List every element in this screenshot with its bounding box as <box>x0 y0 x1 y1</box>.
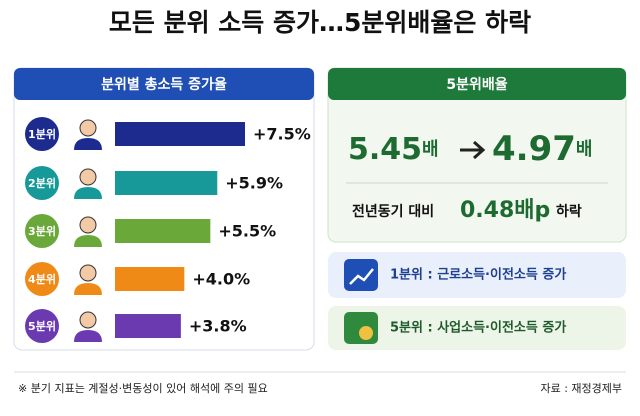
title: 모든 분위 소득 증가…5분위배율은 하락 <box>109 8 531 37</box>
ratio-after: 4.97배 <box>492 129 592 169</box>
ratio-before: 5.45배 <box>348 132 439 167</box>
badge <box>25 166 59 200</box>
ratio-before-value: 5.45 <box>348 132 422 167</box>
note-box-1 <box>328 252 626 298</box>
value-label: +5.5% <box>218 222 276 241</box>
change-suffix: 하락 <box>556 203 582 220</box>
person-head <box>79 216 97 234</box>
bar <box>115 314 181 338</box>
person-body <box>74 283 102 295</box>
change-value: 0.48배p <box>460 198 550 223</box>
badge <box>25 117 59 151</box>
badge <box>25 309 59 343</box>
change-prefix: 전년동기 대비 <box>352 203 434 220</box>
person-head <box>79 119 97 137</box>
value-label: +3.8% <box>189 317 247 336</box>
category-label: 1분위 <box>28 128 56 141</box>
left-panel <box>13 67 315 351</box>
bar <box>115 122 245 146</box>
value-label: +4.0% <box>192 270 250 289</box>
category-label: 3분위 <box>28 225 56 238</box>
ratio-header <box>328 68 626 100</box>
bar <box>115 219 211 243</box>
chart-title: 분위별 총소득 증가율 <box>101 76 227 93</box>
person-body <box>74 235 102 247</box>
person-body <box>74 138 102 150</box>
person-body <box>74 330 102 342</box>
note-icon-1 <box>344 259 378 291</box>
ratio-title: 5분위배율 <box>446 76 507 93</box>
bar <box>115 171 218 195</box>
coin-icon <box>359 326 373 340</box>
note-1: 1분위 : 근로소득·이전소득 증가 <box>390 267 566 283</box>
footer-source: 자료 : 재정경제부 <box>540 382 622 395</box>
value-label: +5.9% <box>225 174 283 193</box>
note-2: 5분위 : 사업소득·이전소득 증가 <box>390 320 566 336</box>
growth-icon <box>349 268 374 285</box>
badge <box>25 214 59 248</box>
left-header <box>14 68 314 100</box>
ratio-after-unit: 배 <box>576 139 593 160</box>
badge <box>25 262 59 296</box>
person-head <box>79 311 97 329</box>
arrow <box>460 140 486 160</box>
bar <box>115 267 185 291</box>
person-body <box>74 187 102 199</box>
ratio-after-value: 4.97 <box>492 129 576 169</box>
note-icon-2 <box>344 312 378 344</box>
value-label: +7.5% <box>253 125 311 144</box>
category-label: 2분위 <box>28 177 56 190</box>
person-head <box>79 168 97 186</box>
note-box-2 <box>328 306 626 350</box>
category-label: 4분위 <box>28 273 56 286</box>
person-head <box>79 264 97 282</box>
footer-note: ※ 분기 지표는 계절성·변동성이 있어 해석에 주의 필요 <box>18 381 268 395</box>
category-label: 5분위 <box>28 320 56 333</box>
ratio-before-unit: 배 <box>422 139 439 160</box>
